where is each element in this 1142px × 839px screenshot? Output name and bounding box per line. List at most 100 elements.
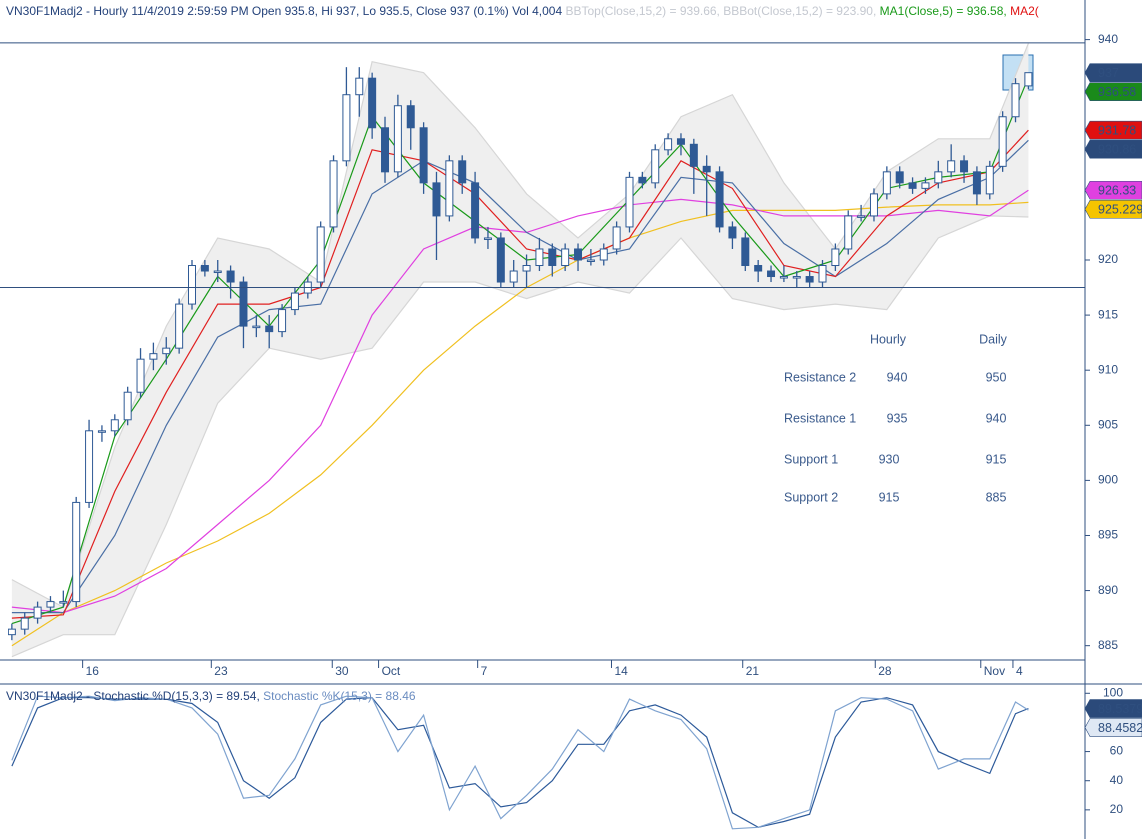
table-row-label: Resistance 1 — [784, 411, 856, 425]
candle-body — [960, 160, 969, 173]
candle-body — [1024, 72, 1033, 87]
value-tag-label: 88.4582 — [1098, 721, 1142, 735]
value-tag — [1084, 120, 1142, 140]
value-tag — [1084, 699, 1142, 718]
candle-body — [1011, 83, 1020, 118]
candle-body — [123, 391, 132, 421]
y-tick-label: 885 — [1098, 638, 1118, 652]
table-row-label: Resistance 2 — [784, 370, 856, 384]
candle-body — [175, 303, 184, 349]
table-cell: 915 — [986, 452, 1007, 466]
candle-body — [162, 347, 171, 355]
y-tick-label: 895 — [1098, 528, 1118, 542]
candle-body — [72, 501, 81, 603]
candle-body — [46, 601, 55, 608]
candle-body — [445, 160, 454, 217]
value-tag-label: 89.5379 — [1098, 702, 1142, 716]
value-tag — [1084, 718, 1142, 737]
header-part: VN30F1Madj2 - Stochastic %D(15,3,3) = 89… — [6, 689, 260, 703]
table-cell: 950 — [986, 370, 1007, 384]
x-tick-label: Oct — [382, 664, 401, 678]
candle-body — [754, 265, 763, 272]
candle-body — [651, 149, 660, 184]
x-tick-label: 21 — [746, 664, 760, 678]
candle-body — [59, 601, 68, 604]
candle-body — [496, 237, 505, 283]
indicator-line — [11, 697, 1029, 828]
candle-body — [458, 160, 467, 184]
plot-area — [11, 695, 1029, 830]
candle-body — [432, 182, 441, 217]
candle-body — [252, 325, 261, 329]
candle-body — [471, 182, 480, 239]
candle-body — [715, 171, 724, 228]
table-header: Hourly — [870, 332, 907, 346]
y-tick-label: 915 — [1098, 307, 1118, 321]
header-part: MA2( — [1007, 4, 1039, 18]
indicator-line — [11, 695, 1029, 830]
candle-body — [895, 171, 904, 184]
y-tick-label: 920 — [1098, 252, 1118, 266]
x-tick-label: 30 — [335, 664, 349, 678]
value-tag — [1084, 82, 1142, 101]
table-cell: 885 — [986, 490, 1007, 504]
table-row-label: Support 1 — [784, 452, 838, 466]
candle-body — [483, 237, 492, 240]
table-cell: 930 — [879, 452, 900, 466]
candle-body — [329, 160, 338, 228]
value-tag-label: 931.78 — [1098, 123, 1136, 137]
candle-body — [689, 143, 698, 167]
y-tick-label: 900 — [1098, 473, 1118, 487]
candle-body — [548, 248, 557, 267]
candle-body — [226, 270, 235, 283]
candle-body — [509, 270, 518, 283]
x-tick-label: 28 — [878, 664, 892, 678]
x-tick-label: 7 — [481, 664, 488, 678]
candle-body — [985, 165, 994, 195]
candle-body — [779, 276, 788, 279]
candle-body — [393, 105, 402, 173]
header-part: VN30F1Madj2 - Hourly 11/4/2019 2:59:59 P… — [6, 4, 562, 18]
value-tag-label: 930.86 — [1098, 142, 1136, 156]
candle-body — [908, 182, 917, 189]
candle-body — [921, 182, 930, 189]
y-tick-label: 905 — [1098, 417, 1118, 431]
table-cell: 940 — [986, 411, 1007, 425]
candle-body — [972, 171, 981, 195]
y-tick-label: 890 — [1098, 583, 1118, 597]
value-tag — [1084, 180, 1142, 200]
candle-body — [612, 226, 621, 250]
header-part: MA1(Close,5) = 936.58, — [876, 4, 1006, 18]
candle-body — [522, 265, 531, 272]
x-tick-label: 4 — [1016, 664, 1023, 678]
candle-body — [818, 265, 827, 283]
value-tag — [1084, 63, 1142, 82]
candle-body — [561, 248, 570, 267]
bollinger-fill — [11, 43, 1029, 657]
plot-area — [8, 43, 1033, 658]
candle-body — [702, 165, 711, 173]
x-tick-label: Nov — [984, 664, 1005, 678]
candle-body — [188, 265, 197, 305]
table-row-label: Support 2 — [784, 490, 838, 504]
indicator-line — [11, 129, 1029, 619]
candle-body — [792, 276, 801, 279]
y-tick-label: 40 — [1110, 773, 1124, 787]
candle-body — [638, 176, 647, 184]
candle-body — [85, 430, 94, 503]
x-tick-label: 23 — [214, 664, 228, 678]
candle-body — [831, 248, 840, 267]
candle-body — [869, 193, 878, 217]
candle-body — [406, 105, 415, 129]
value-tag-label: 937 — [1098, 66, 1119, 80]
candle-body — [728, 226, 737, 239]
candle-body — [574, 248, 583, 261]
candle-body — [20, 617, 29, 630]
table-header: Daily — [979, 332, 1008, 346]
candle-body — [741, 237, 750, 267]
candle-body — [767, 270, 776, 278]
candle-body — [844, 215, 853, 250]
candle-body — [882, 171, 891, 195]
x-tick-label: 16 — [86, 664, 100, 678]
